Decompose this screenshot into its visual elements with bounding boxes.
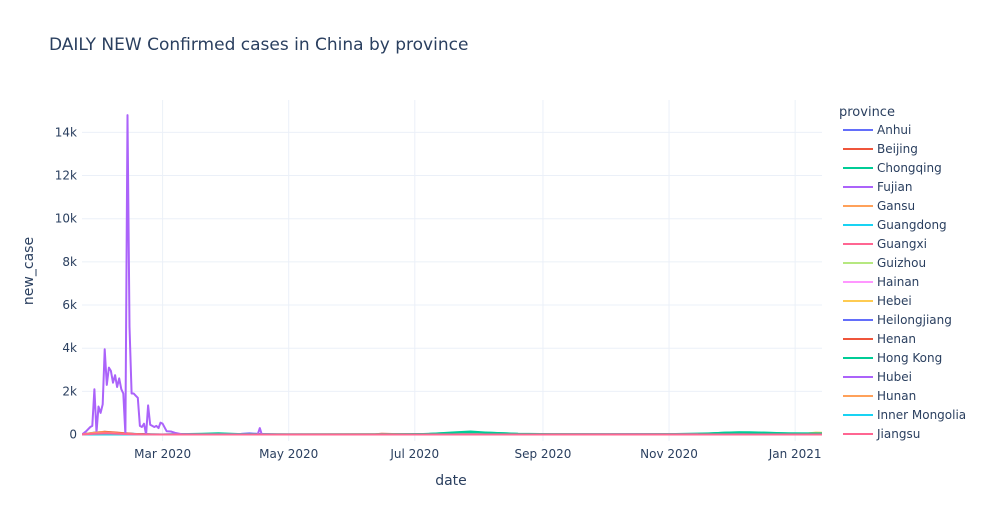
legend-item-anhui[interactable]: Anhui: [843, 123, 911, 137]
legend: province Anhui Beijing Chongqing Fujian Gans…: [839, 105, 966, 441]
y-tick-label: 6k: [62, 298, 77, 312]
x-tick-label: Jan 2021: [768, 447, 822, 461]
legend-label: Beijing: [877, 142, 918, 156]
legend-item-hunan[interactable]: Hunan: [843, 389, 916, 403]
legend-label: Gansu: [877, 199, 915, 213]
legend-item-inner-mongolia[interactable]: Inner Mongolia: [843, 408, 966, 422]
grid-lines: [82, 100, 822, 441]
x-tick-label: Jul 2020: [389, 447, 439, 461]
series-line-jiangsu: [82, 432, 822, 436]
y-tick-label: 14k: [55, 125, 77, 139]
legend-label: Inner Mongolia: [877, 408, 966, 422]
legend-item-heilongjiang[interactable]: Heilongjiang: [843, 313, 952, 327]
y-tick-label: 8k: [62, 255, 77, 269]
y-tick-label: 12k: [55, 169, 77, 183]
legend-label: Fujian: [877, 180, 912, 194]
x-tick-label: Nov 2020: [640, 447, 698, 461]
legend-label: Jiangsu: [876, 427, 920, 441]
legend-item-chongqing[interactable]: Chongqing: [843, 161, 942, 175]
series-line-hubei: [82, 114, 822, 436]
x-tick-label: Sep 2020: [514, 447, 571, 461]
legend-label: Guizhou: [877, 256, 926, 270]
legend-label: Anhui: [877, 123, 911, 137]
x-tick-label: Mar 2020: [134, 447, 191, 461]
y-tick-label: 0: [69, 428, 77, 442]
legend-title: province: [839, 105, 895, 120]
x-tick-label: May 2020: [259, 447, 318, 461]
y-tick-label: 2k: [62, 384, 77, 398]
legend-item-hebei[interactable]: Hebei: [843, 294, 912, 308]
legend-item-guangxi[interactable]: Guangxi: [843, 237, 927, 251]
legend-item-jiangsu[interactable]: Jiangsu: [843, 427, 920, 441]
legend-item-hubei[interactable]: Hubei: [843, 370, 912, 384]
legend-label: Hong Kong: [877, 351, 942, 365]
legend-item-guangdong[interactable]: Guangdong: [843, 218, 947, 232]
legend-item-henan[interactable]: Henan: [843, 332, 916, 346]
legend-label: Guangdong: [877, 218, 947, 232]
x-axis-title: date: [435, 473, 467, 489]
legend-item-hong-kong[interactable]: Hong Kong: [843, 351, 942, 365]
y-tick-labels: 0 2k 4k 6k 8k 10k 12k 14k: [55, 125, 77, 441]
legend-label: Hunan: [877, 389, 916, 403]
legend-label: Hebei: [877, 294, 912, 308]
legend-item-fujian[interactable]: Fujian: [843, 180, 912, 194]
legend-label: Heilongjiang: [877, 313, 952, 327]
legend-label: Hubei: [877, 370, 912, 384]
legend-item-hainan[interactable]: Hainan: [843, 275, 919, 289]
legend-item-beijing[interactable]: Beijing: [843, 142, 918, 156]
y-axis-title: new_case: [21, 237, 37, 305]
chart-title: DAILY NEW Confirmed cases in China by pr…: [49, 35, 468, 55]
legend-item-gansu[interactable]: Gansu: [843, 199, 915, 213]
legend-item-guizhou[interactable]: Guizhou: [843, 256, 926, 270]
y-tick-label: 10k: [55, 212, 77, 226]
legend-label: Chongqing: [877, 161, 942, 175]
y-tick-label: 4k: [62, 341, 77, 355]
legend-label: Henan: [877, 332, 916, 346]
series-lines: [82, 114, 822, 436]
x-tick-labels: Mar 2020 May 2020 Jul 2020 Sep 2020 Nov 2020…: [134, 447, 821, 461]
legend-label: Hainan: [877, 275, 919, 289]
legend-label: Guangxi: [877, 237, 927, 251]
